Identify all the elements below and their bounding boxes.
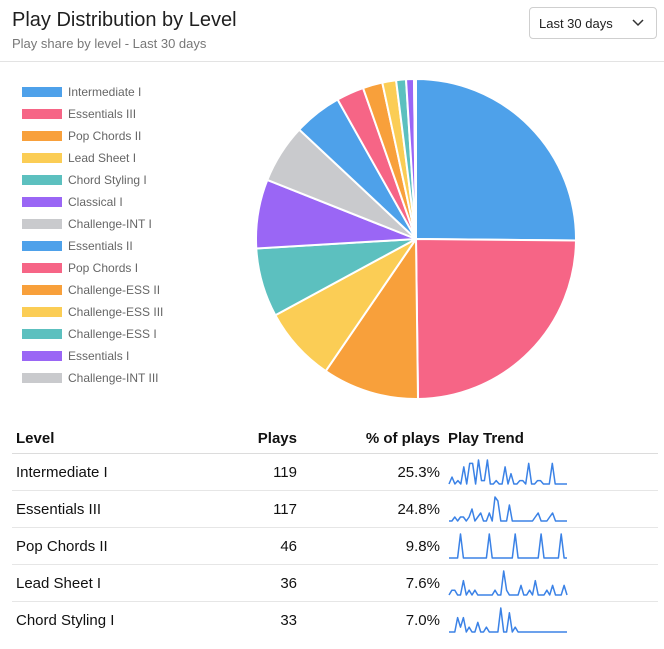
legend-swatch (22, 329, 62, 339)
sparkline-line (449, 533, 567, 559)
legend-item[interactable]: Essentials II (22, 238, 242, 254)
sparkline-line (448, 570, 568, 596)
sparkline (448, 570, 568, 596)
cell-plays: 33 (280, 612, 297, 629)
legend-swatch (22, 307, 62, 317)
cell-plays: 117 (273, 501, 297, 518)
cell-plays: 119 (273, 464, 297, 481)
cell-level: Pop Chords II (16, 538, 108, 555)
header-trend: Play Trend (448, 430, 524, 447)
table-body: Intermediate I 119 25.3% Essentials III 117 2… (12, 454, 658, 639)
sparkline (448, 459, 567, 485)
legend-item[interactable]: Challenge-ESS II (22, 282, 242, 298)
legend-swatch (22, 197, 62, 207)
legend-label: Chord Styling I (68, 173, 147, 187)
legend-item[interactable]: Challenge-INT I (22, 216, 242, 232)
legend-item[interactable]: Chord Styling I (22, 172, 242, 188)
table-row[interactable]: Lead Sheet I 36 7.6% (12, 565, 658, 602)
header: Play Distribution by Level Play share by… (0, 0, 664, 62)
table-header: Level Plays % of plays Play Trend (12, 424, 658, 454)
pie-slice[interactable] (415, 77, 577, 242)
sparkline (449, 533, 567, 559)
legend-swatch (22, 175, 62, 185)
legend-item[interactable]: Pop Chords I (22, 260, 242, 276)
sparkline-line (449, 607, 567, 633)
legend-swatch (22, 373, 62, 383)
cell-pct: 7.0% (405, 612, 440, 629)
cell-pct: 9.8% (405, 538, 440, 555)
pie-slice[interactable] (412, 77, 417, 240)
cell-level: Chord Styling I (16, 612, 115, 629)
sparkline (449, 607, 567, 633)
legend-item[interactable]: Intermediate I (22, 84, 242, 100)
legend-label: Challenge-ESS I (68, 327, 157, 341)
table-row[interactable]: Pop Chords II 46 9.8% (12, 528, 658, 565)
legend-label: Challenge-INT III (68, 371, 159, 385)
legend-item[interactable]: Classical I (22, 194, 242, 210)
cell-pct: 24.8% (397, 501, 440, 518)
header-plays: Plays (257, 430, 297, 447)
legend-swatch (22, 263, 62, 273)
sparkline (449, 496, 567, 522)
level-table: Level Plays % of plays Play Trend Interm… (12, 424, 658, 639)
legend-label: Lead Sheet I (68, 151, 137, 165)
legend-item[interactable]: Challenge-ESS I (22, 326, 242, 342)
date-range-select[interactable]: Last 30 days (529, 7, 657, 39)
legend-swatch (22, 153, 62, 163)
legend-label: Essentials II (68, 239, 133, 253)
pie-chart (255, 77, 578, 401)
cell-level: Essentials III (16, 501, 102, 518)
legend-item[interactable]: Lead Sheet I (22, 150, 242, 166)
sparkline-line (449, 496, 567, 522)
chevron-down-icon (632, 19, 644, 27)
cell-level: Intermediate I (16, 464, 108, 481)
cell-plays: 46 (280, 538, 297, 555)
legend-label: Challenge-ESS III (68, 305, 164, 319)
page-subtitle: Play share by level - Last 30 days (12, 36, 207, 51)
legend-item[interactable]: Challenge-ESS III (22, 304, 242, 320)
legend-label: Intermediate I (68, 85, 142, 99)
pie-slice[interactable] (324, 235, 420, 400)
date-range-selected: Last 30 days (539, 16, 613, 31)
legend-label: Challenge-ESS II (68, 283, 161, 297)
legend-swatch (22, 351, 62, 361)
legend-swatch (22, 219, 62, 229)
legend-label: Essentials III (68, 107, 137, 121)
table-row[interactable]: Essentials III 117 24.8% (12, 491, 658, 528)
cell-level: Lead Sheet I (16, 575, 102, 592)
legend-label: Pop Chords II (68, 129, 142, 143)
legend-item[interactable]: Pop Chords II (22, 128, 242, 144)
legend-swatch (22, 241, 62, 251)
legend-label: Challenge-INT I (68, 217, 152, 231)
cell-pct: 7.6% (405, 575, 440, 592)
header-level: Level (16, 430, 55, 447)
legend-item[interactable]: Essentials III (22, 106, 242, 122)
legend-item[interactable]: Challenge-INT III (22, 370, 242, 386)
page-title: Play Distribution by Level (12, 9, 237, 31)
cell-pct: 25.3% (397, 464, 440, 481)
pie-slice[interactable] (414, 237, 578, 401)
table-row[interactable]: Intermediate I 119 25.3% (12, 454, 658, 491)
legend-swatch (22, 285, 62, 295)
cell-plays: 36 (280, 575, 297, 592)
sparkline-line (448, 459, 567, 485)
legend-label: Pop Chords I (68, 261, 139, 275)
table-row[interactable]: Chord Styling I 33 7.0% (12, 602, 658, 639)
header-pct: % of plays (365, 430, 440, 447)
legend-swatch (22, 87, 62, 97)
legend-swatch (22, 109, 62, 119)
legend-item[interactable]: Essentials I (22, 348, 242, 364)
legend-label: Essentials I (68, 349, 130, 363)
legend-swatch (22, 131, 62, 141)
legend-label: Classical I (68, 195, 123, 209)
